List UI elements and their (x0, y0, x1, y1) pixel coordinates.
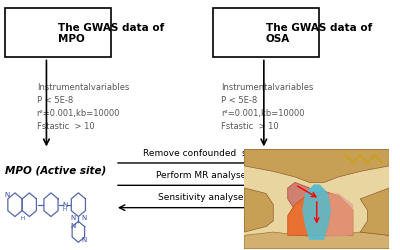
Text: MPO (Active site): MPO (Active site) (5, 164, 106, 174)
Text: Perform MR analyses: Perform MR analyses (156, 170, 250, 179)
Text: Remove confounded  snps: Remove confounded snps (143, 148, 263, 157)
Text: Instrumentalvariables
P < 5E-8
r²=0.001,kb=10000
Fstastic  > 10: Instrumentalvariables P < 5E-8 r²=0.001,… (221, 82, 313, 131)
FancyBboxPatch shape (213, 9, 319, 58)
Text: The GWAS data of
MPO: The GWAS data of MPO (58, 23, 164, 44)
Text: Sensitivity analyses: Sensitivity analyses (158, 193, 248, 202)
Text: The GWAS data of
OSA: The GWAS data of OSA (266, 23, 372, 44)
FancyBboxPatch shape (5, 9, 111, 58)
Text: OSA: OSA (356, 174, 380, 184)
Text: Instrumentalvariables
P < 5E-8
r²=0.001,kb=10000
Fstastic  > 10: Instrumentalvariables P < 5E-8 r²=0.001,… (37, 82, 129, 131)
